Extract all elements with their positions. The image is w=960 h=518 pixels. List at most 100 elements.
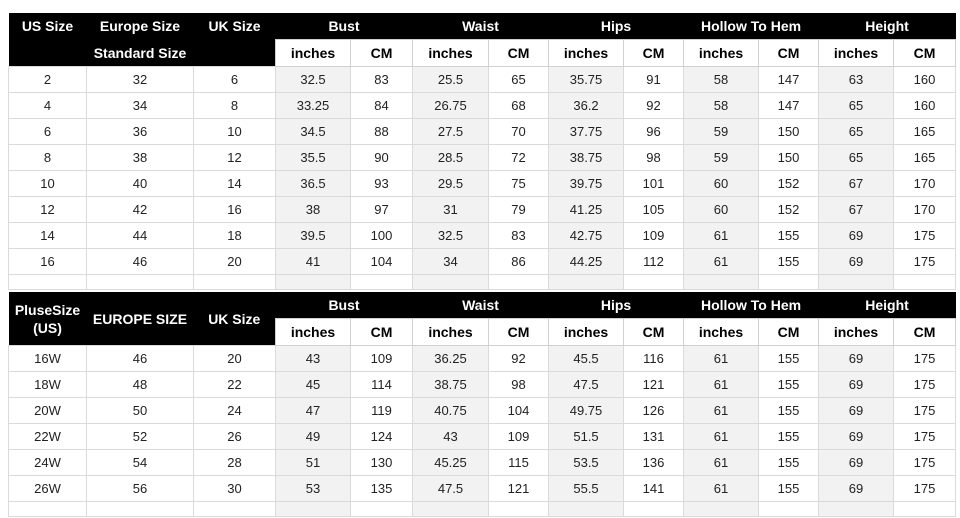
cell: 69 [818,475,895,502]
cell: 22 [193,371,276,398]
cell: 65 [818,144,895,171]
header-blank [193,39,276,67]
cell: 24W [8,449,87,476]
cell: 12 [193,144,276,171]
size-header: EUROPE SIZE [86,292,194,346]
blank-cell [818,501,895,517]
cell: 121 [623,371,685,398]
cell: 91 [623,66,685,93]
cell: 109 [487,423,550,450]
cell: 109 [350,345,413,372]
group-header: Waist [412,13,549,40]
blank-cell [893,501,957,517]
data-row: 26W 56 30 53 135 47.5 121 55.5 141 61 155 69 175 [8,475,957,502]
unit-header: CM [350,39,413,67]
cell: 155 [758,397,820,424]
cell: 35.75 [548,66,625,93]
cell: 150 [758,118,820,145]
blank-cell [8,274,87,290]
cell: 88 [350,118,413,145]
cell: 10 [8,170,87,197]
cell: 61 [683,345,760,372]
blank-cell [758,501,820,517]
group-header: Hips [548,13,684,40]
cell: 155 [758,475,820,502]
blank-cell [548,501,625,517]
cell: 119 [350,397,413,424]
cell: 29.5 [412,170,489,197]
cell: 175 [893,345,957,372]
data-row: 14 44 18 39.5 100 32.5 83 42.75 109 61 155 69 175 [8,222,957,249]
unit-header: CM [893,318,957,346]
size-chart: US Size Europe Size UK Size Bust Waist Hips Ho… [8,13,957,517]
cell: 8 [8,144,87,171]
cell: 16W [8,345,87,372]
cell: 175 [893,475,957,502]
unit-header: CM [758,318,820,346]
unit-header: inches [412,39,489,67]
blank-cell [487,274,550,290]
blank-cell [193,501,276,517]
cell: 92 [623,92,685,119]
cell: 93 [350,170,413,197]
cell: 69 [818,397,895,424]
blank-cell [275,274,351,290]
cell: 136 [623,449,685,476]
cell: 32.5 [275,66,351,93]
cell: 50 [86,397,194,424]
subheader-row: inches CM inches CM inches CM inches CM inches CM [9,318,957,346]
cell: 61 [683,371,760,398]
cell: 61 [683,248,760,275]
blank-cell [683,501,760,517]
subheader-row: Standard Size inches CM inches CM inches CM inc… [8,39,957,67]
cell: 98 [487,371,550,398]
blank-cell [8,501,87,517]
cell: 116 [623,345,685,372]
cell: 135 [350,475,413,502]
cell: 65 [818,92,895,119]
cell: 155 [758,248,820,275]
blank-cell [412,501,489,517]
cell: 38 [86,144,194,171]
blank-cell [275,501,351,517]
group-header: Hollow To Hem [683,292,819,319]
cell: 152 [758,196,820,223]
cell: 115 [487,449,550,476]
cell: 83 [487,222,550,249]
cell: 32 [86,66,194,93]
cell: 28.5 [412,144,489,171]
cell: 26.75 [412,92,489,119]
cell: 100 [350,222,413,249]
cell: 96 [623,118,685,145]
cell: 155 [758,449,820,476]
cell: 22W [8,423,87,450]
cell: 69 [818,423,895,450]
cell: 60 [683,196,760,223]
cell: 35.5 [275,144,351,171]
cell: 38.75 [548,144,625,171]
size-note: Standard Size [86,39,194,67]
blank-cell [548,274,625,290]
cell: 175 [893,397,957,424]
cell: 14 [193,170,276,197]
group-header: Hollow To Hem [683,13,819,40]
cell: 105 [623,196,685,223]
blank-cell [86,274,194,290]
data-row: 20W 50 24 47 119 40.75 104 49.75 126 61 155 69 175 [8,397,957,424]
unit-header: CM [893,39,957,67]
cell: 51 [275,449,351,476]
cell: 54 [86,449,194,476]
data-row: 24W 54 28 51 130 45.25 115 53.5 136 61 155 69 175 [8,449,957,476]
cell: 101 [623,170,685,197]
cell: 27.5 [412,118,489,145]
cell: 79 [487,196,550,223]
group-header: Bust [275,292,413,319]
unit-header: CM [350,318,413,346]
cell: 40.75 [412,397,489,424]
cell: 104 [350,248,413,275]
cell: 155 [758,345,820,372]
cell: 67 [818,170,895,197]
cell: 175 [893,222,957,249]
unit-header: inches [818,39,895,67]
